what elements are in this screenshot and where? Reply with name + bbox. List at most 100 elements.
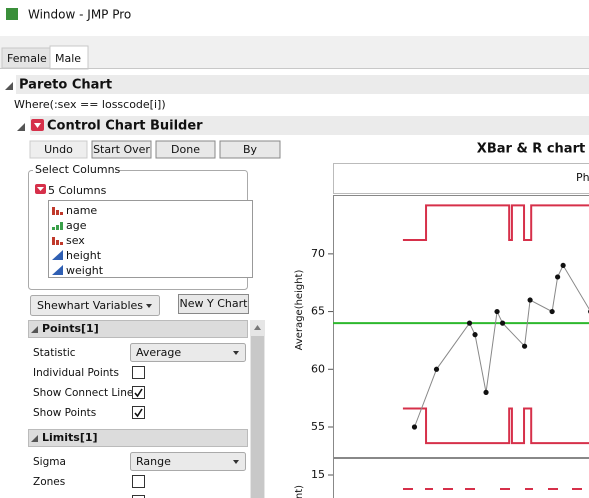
dropdown-value[interactable]: Range [136, 455, 171, 468]
column-name[interactable]: sex [66, 234, 85, 247]
dropdown-value[interactable]: Shewhart Variables [37, 299, 143, 312]
dropdown[interactable] [130, 452, 246, 471]
outline-title[interactable]: Control Chart Builder [47, 119, 203, 134]
column-name[interactable]: age [66, 219, 87, 232]
checkmark [134, 388, 143, 398]
point [527, 297, 533, 303]
continuous-icon [52, 265, 63, 275]
nominal-icon [52, 207, 63, 215]
disclosure-icon[interactable] [5, 82, 13, 90]
property-label: Show Points [33, 407, 96, 419]
range-plot-area [333, 458, 589, 498]
point [433, 366, 440, 372]
column-name[interactable]: name [66, 204, 97, 217]
point [483, 389, 489, 395]
button[interactable] [91, 140, 152, 159]
tab-strip [0, 36, 589, 68]
disclosure-icon[interactable] [17, 123, 25, 131]
continuous-icon [52, 250, 63, 260]
point [560, 262, 566, 269]
lower-limit [402, 407, 589, 445]
point [499, 320, 506, 326]
dropdown[interactable] [130, 343, 246, 362]
axes: 55 60 65 70 15 [311, 247, 333, 481]
property-label: Sigma [33, 456, 66, 468]
nominal-icon [52, 237, 63, 245]
panel-title: Points[1] [42, 322, 99, 335]
button[interactable] [29, 140, 88, 159]
chart-title: XBar & R chart [477, 142, 585, 157]
checkbox[interactable] [132, 475, 145, 488]
window-title: Window - JMP Pro [28, 8, 131, 22]
dropdown-arrow [233, 351, 239, 355]
property-label: Zones [33, 476, 65, 488]
y-axis-label: Average(height) [294, 270, 305, 351]
button-label[interactable]: By [243, 143, 258, 156]
button[interactable] [178, 294, 249, 314]
column-count: 5 Columns [48, 184, 107, 197]
point [494, 308, 500, 315]
outline-header [16, 75, 589, 94]
app-icon [6, 8, 18, 20]
checkbox[interactable] [132, 366, 145, 379]
scrollbar-thumb[interactable] [251, 336, 264, 498]
button-label[interactable]: Undo [44, 143, 73, 156]
panel-header[interactable] [28, 429, 248, 447]
column-name[interactable]: height [66, 249, 102, 262]
dropdown-value[interactable]: Average [136, 346, 181, 359]
point [555, 274, 561, 280]
tab-label[interactable]: Female [7, 52, 47, 65]
property-panels: Points[1] Statistic Average Individual Poin… [28, 320, 248, 498]
column-list [48, 200, 253, 278]
tab-label[interactable]: Male [55, 52, 81, 65]
scroll-arrow[interactable] [254, 325, 261, 330]
disclosure-icon[interactable] [31, 326, 38, 333]
property-label: Statistic [33, 347, 76, 359]
point [466, 320, 473, 326]
dropdown-arrow [233, 460, 239, 464]
checkbox[interactable] [132, 386, 145, 399]
panel-title: Limits[1] [42, 431, 98, 444]
column-names: name age sex height weight [66, 204, 104, 277]
y-tick-label: 65 [311, 305, 325, 318]
panel-header[interactable] [28, 320, 248, 338]
property-label: Show Connect Line [33, 387, 133, 399]
button[interactable] [155, 140, 216, 159]
ordinal-icon [52, 222, 63, 230]
point [472, 332, 478, 338]
outline-title[interactable]: Pareto Chart [19, 78, 112, 93]
point [411, 424, 418, 430]
phase-header [333, 163, 589, 194]
phase-label: Ph [576, 171, 589, 184]
menu-arrow [34, 123, 41, 128]
property-label: Individual Points [33, 367, 119, 379]
y-axis-label: nt) [294, 485, 305, 498]
y-tick-label: 70 [311, 247, 325, 260]
menu-arrow [37, 187, 44, 191]
button[interactable] [219, 140, 281, 159]
outline-header [30, 116, 589, 135]
checkbox[interactable] [132, 495, 145, 498]
upper-limit [402, 204, 589, 242]
dropdown-arrow [146, 304, 152, 308]
plot-area [333, 195, 589, 458]
disclosure-icon[interactable] [31, 435, 38, 442]
where-text: Where(:sex == losscode[i]) [14, 98, 166, 111]
y-tick-label: 60 [311, 362, 325, 375]
y-tick-label: 55 [311, 420, 325, 433]
column-icons [52, 207, 63, 275]
point [521, 343, 528, 349]
y-tick-label: 15 [311, 468, 325, 481]
dropdown[interactable] [30, 295, 160, 316]
button-label[interactable]: New Y Chart [180, 297, 249, 310]
button-label[interactable]: Done [171, 143, 200, 156]
checkmark [134, 408, 143, 418]
point [549, 308, 555, 315]
button-label[interactable]: Start Over [93, 143, 150, 156]
column-name[interactable]: weight [66, 264, 104, 277]
checkbox[interactable] [132, 406, 145, 419]
group-title: Select Columns [35, 163, 121, 176]
plot [333, 204, 589, 445]
group-title-bg [33, 164, 119, 176]
